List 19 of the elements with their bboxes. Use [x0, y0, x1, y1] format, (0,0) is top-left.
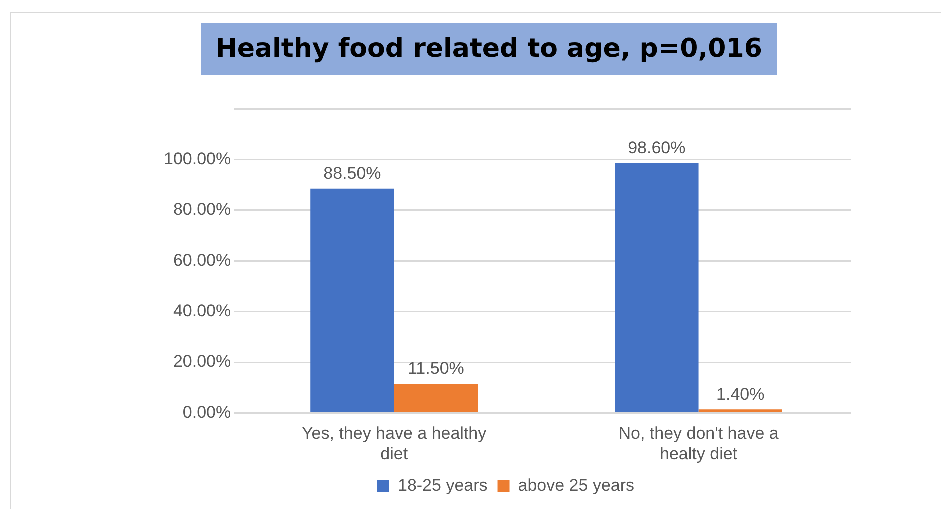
data-label: 11.50%	[408, 359, 464, 378]
y-tick-label: 40.00%	[173, 301, 232, 320]
data-label: 1.40%	[716, 384, 765, 404]
y-tick-label: 0.00%	[182, 402, 232, 422]
legend-label: above 25 years	[518, 476, 635, 496]
legend-label: 18-25 years	[398, 476, 488, 496]
x-tick-label: Yes, they have a healthy diet	[302, 424, 488, 464]
y-tick-label: 60.00%	[173, 250, 232, 270]
x-tick-label: No, they don't have a healty diet	[618, 424, 780, 464]
bar	[394, 384, 478, 412]
bar	[615, 163, 699, 412]
y-tick-label: 80.00%	[173, 200, 232, 220]
bar	[698, 410, 782, 412]
bar	[310, 188, 394, 412]
data-label: 98.60%	[628, 138, 686, 158]
data-label: 88.50%	[324, 164, 382, 184]
y-tick-label: 20.00%	[173, 352, 232, 372]
chart-title: Healthy food related to age, p=0,016	[201, 23, 777, 75]
y-tick-label: 100.00%	[164, 149, 232, 168]
